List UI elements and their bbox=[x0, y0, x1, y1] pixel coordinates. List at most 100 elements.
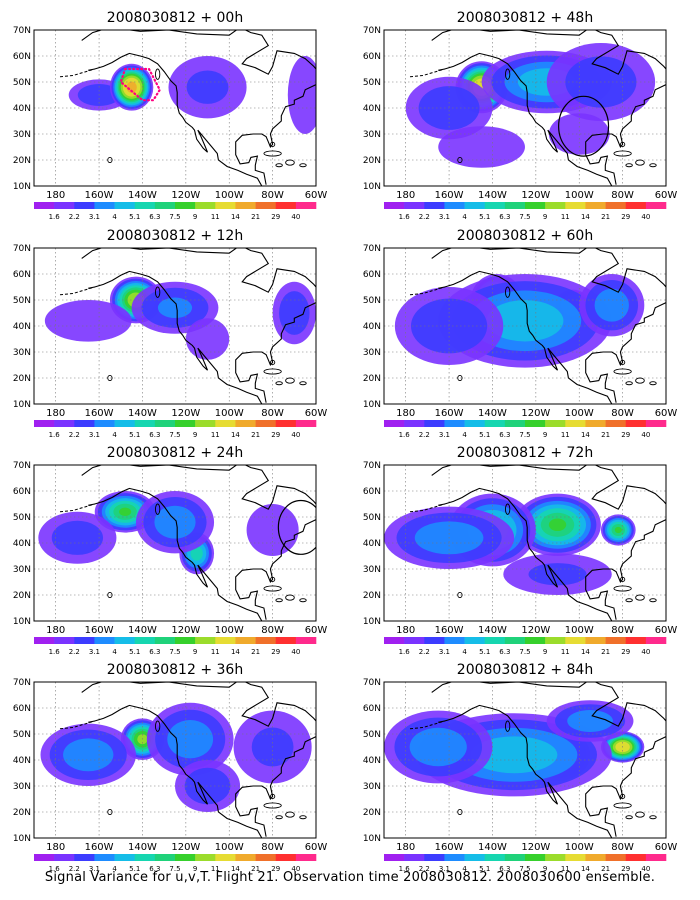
colorbar-swatch bbox=[645, 637, 667, 644]
colorbar-label: 29 bbox=[621, 648, 630, 656]
panel-4: 2008030812 + 24h 10N 20N 30N 40N 50N 60N 70N 180… bbox=[13, 445, 328, 656]
coastline-west bbox=[88, 487, 263, 621]
colorbar-swatch bbox=[74, 854, 95, 861]
colorbar-swatch bbox=[295, 420, 317, 427]
y-tick-label: 30N bbox=[13, 782, 31, 792]
coastline-east bbox=[431, 248, 666, 403]
colorbar-label: 9 bbox=[543, 213, 547, 221]
colorbar-label: 40 bbox=[641, 213, 650, 221]
colorbar-label: 5.1 bbox=[129, 431, 140, 439]
signal-blob-3 bbox=[579, 274, 645, 337]
colorbar-swatch bbox=[54, 202, 75, 209]
colorbar-swatch bbox=[605, 202, 627, 209]
colorbar-swatch bbox=[215, 637, 236, 644]
colorbar-label: 5.1 bbox=[129, 865, 140, 873]
colorbar-swatch bbox=[215, 854, 236, 861]
colorbar-label: 40 bbox=[291, 213, 300, 221]
colorbar-swatch bbox=[34, 202, 55, 209]
colorbar-label: 2.2 bbox=[69, 648, 80, 656]
x-tick-label: 160W bbox=[85, 842, 114, 853]
colorbar-label: 7.5 bbox=[519, 213, 530, 221]
colorbar-swatch bbox=[175, 202, 196, 209]
map-frame bbox=[383, 464, 667, 622]
colorbar-label: 2.2 bbox=[419, 648, 430, 656]
colorbar-label: 6.3 bbox=[149, 865, 160, 873]
colorbar-swatch bbox=[565, 854, 586, 861]
gridlines bbox=[384, 682, 666, 838]
coastline-east bbox=[81, 30, 316, 185]
y-tick-label: 20N bbox=[13, 156, 31, 166]
y-tick-label: 40N bbox=[13, 539, 31, 549]
x-tick-label: 60W bbox=[655, 625, 678, 636]
aleutian-islands bbox=[59, 503, 95, 513]
signal-blob-2 bbox=[44, 300, 132, 342]
colorbar-swatch bbox=[134, 854, 156, 861]
colorbar-label: 5.1 bbox=[479, 213, 490, 221]
signal-blob-1 bbox=[109, 63, 154, 111]
colorbar-label: 21 bbox=[251, 648, 260, 656]
aleutian-islands bbox=[409, 503, 445, 513]
colorbar-swatch bbox=[74, 202, 95, 209]
colorbar-label: 4 bbox=[462, 865, 467, 873]
colorbar: 1.6 2.2 3.1 4 5.1 6.3 7.5 9 11 14 21 29 40 bbox=[384, 637, 667, 656]
colorbar-swatch bbox=[295, 854, 317, 861]
colorbar-label: 3.1 bbox=[439, 865, 450, 873]
colorbar-label: 21 bbox=[601, 648, 610, 656]
colorbar-swatch bbox=[464, 637, 486, 644]
colorbar-swatch bbox=[545, 202, 566, 209]
aleutian-islands bbox=[59, 286, 95, 296]
x-tick-label: 180 bbox=[46, 842, 65, 853]
colorbar-swatch bbox=[114, 637, 136, 644]
colorbar-swatch bbox=[295, 637, 317, 644]
y-tick-label: 60N bbox=[363, 487, 381, 497]
y-tick-label: 30N bbox=[363, 348, 381, 358]
gridlines bbox=[384, 30, 666, 186]
y-tick-label: 50N bbox=[13, 78, 31, 88]
colorbar-swatch bbox=[525, 854, 546, 861]
colorbar-label: 6.3 bbox=[149, 648, 160, 656]
coastline-west bbox=[438, 270, 613, 404]
colorbar-swatch bbox=[175, 637, 196, 644]
colorbar-label: 9 bbox=[543, 648, 547, 656]
panel-1: 2008030812 + 48h 10N 20N 30N 40N 50N 60N 70N 180… bbox=[363, 10, 678, 221]
y-tick-label: 70N bbox=[13, 461, 31, 471]
colorbar-label: 3.1 bbox=[439, 431, 450, 439]
colorbar-swatch bbox=[134, 637, 156, 644]
x-tick-label: 140W bbox=[478, 190, 507, 201]
colorbar-label: 6.3 bbox=[149, 431, 160, 439]
colorbar-label: 29 bbox=[621, 865, 630, 873]
x-tick-label: 80W bbox=[261, 625, 284, 636]
y-tick-label: 10N bbox=[363, 182, 381, 192]
colorbar-swatch bbox=[94, 854, 115, 861]
y-tick-label: 30N bbox=[363, 130, 381, 140]
colorbar-label: 1.6 bbox=[49, 213, 61, 221]
colorbar-swatch bbox=[404, 637, 425, 644]
aleutian-islands bbox=[409, 720, 445, 730]
panel-title: 2008030812 + 00h bbox=[107, 10, 243, 26]
colorbar-label: 14 bbox=[581, 865, 590, 873]
colorbar-swatch bbox=[645, 854, 667, 861]
colorbar-swatch bbox=[175, 854, 196, 861]
colorbar-swatch bbox=[444, 420, 465, 427]
y-tick-label: 20N bbox=[363, 808, 381, 818]
colorbar-swatch bbox=[195, 202, 216, 209]
x-tick-label: 100W bbox=[215, 190, 244, 201]
colorbar-swatch bbox=[525, 420, 546, 427]
colorbar-label: 11 bbox=[211, 431, 220, 439]
colorbar: 1.6 2.2 3.1 4 5.1 6.3 7.5 9 11 14 21 29 40 bbox=[384, 202, 667, 221]
colorbar-swatch bbox=[484, 637, 506, 644]
colorbar-swatch bbox=[34, 420, 55, 427]
colorbar-swatch bbox=[94, 637, 115, 644]
x-tick-label: 80W bbox=[611, 842, 634, 853]
coastline-east bbox=[431, 682, 666, 837]
y-tick-label: 60N bbox=[13, 52, 31, 62]
colorbar-swatch bbox=[404, 420, 425, 427]
colorbar-label: 3.1 bbox=[89, 648, 100, 656]
colorbar-swatch bbox=[114, 202, 136, 209]
coastline-west bbox=[88, 52, 263, 186]
x-tick-label: 60W bbox=[305, 190, 328, 201]
coastline-west bbox=[438, 487, 613, 621]
colorbar-label: 14 bbox=[581, 213, 590, 221]
colorbar-swatch bbox=[94, 202, 115, 209]
coastline-east bbox=[81, 465, 316, 620]
